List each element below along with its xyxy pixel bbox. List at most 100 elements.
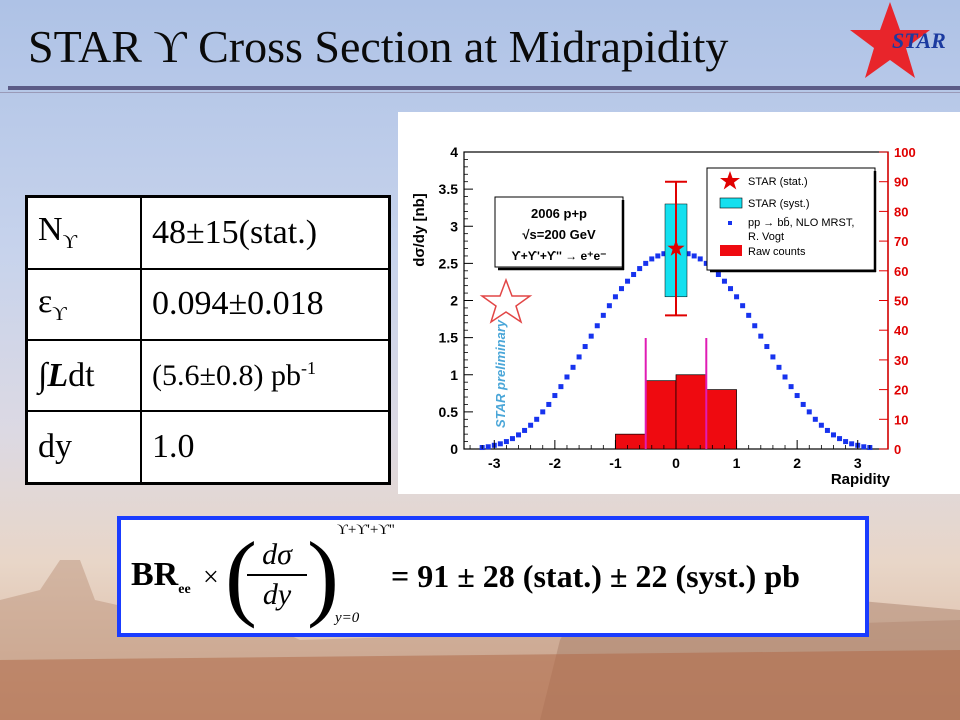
y2-tick-label: 40 <box>894 323 908 338</box>
y-axis-label: dσ/dy [nb] <box>411 193 428 267</box>
table-key-tail: dt <box>68 356 95 394</box>
legend-label: STAR (syst.) <box>748 198 810 210</box>
plot-panel: 0 10 20 30 40 50 60 70 80 90 100 0 0.5 1 1.5 2 2.5 3 3.5 4… <box>398 112 960 494</box>
x-tick-label: -2 <box>549 455 562 471</box>
x-tick-label: 2 <box>793 455 801 471</box>
formula-br: BRee <box>131 556 191 598</box>
data-point <box>528 422 534 428</box>
formula-br-sub: ee <box>178 581 191 597</box>
histogram-bar <box>615 433 647 450</box>
y2-tick-label: 60 <box>894 264 908 279</box>
data-point <box>770 354 776 360</box>
data-point <box>534 416 540 422</box>
efficiency-table: Nϒ 48±15(stat.) εϒ 0.094±0.018 ∫Ldt (5.6… <box>25 195 391 485</box>
y2-tick-label: 20 <box>894 383 908 398</box>
y2-tick-label: 10 <box>894 412 908 427</box>
table-key: ∫Ldt <box>25 338 142 413</box>
data-point <box>758 333 764 339</box>
y-tick-label: 1 <box>450 367 458 383</box>
title-rule-thin <box>0 92 960 93</box>
table-key-sub: ϒ <box>52 302 67 325</box>
formula-fraction: dσ dy <box>247 538 307 612</box>
data-point <box>800 401 806 407</box>
data-point <box>837 436 843 442</box>
data-point <box>764 344 770 350</box>
raw-counts-histogram <box>615 374 737 450</box>
formula-numerator: dσ <box>262 538 292 571</box>
table-key: Nϒ <box>25 195 142 270</box>
data-point <box>649 256 655 262</box>
data-point <box>728 286 734 292</box>
y2-tick-label: 90 <box>894 175 908 190</box>
data-point <box>691 253 697 259</box>
data-point <box>685 251 691 257</box>
y-tick-label: 2.5 <box>439 255 459 271</box>
data-point <box>588 333 594 339</box>
table-key-text: L <box>47 356 69 394</box>
data-point <box>697 256 703 262</box>
data-point <box>788 384 794 390</box>
y2-tick-label: 50 <box>894 294 908 309</box>
y-tick-label: 0.5 <box>439 404 459 420</box>
y2-tick-label: 100 <box>894 145 916 160</box>
formula-close-paren: ) <box>307 522 339 629</box>
info-box-line: 2006 p+p <box>531 206 587 221</box>
data-point <box>582 344 588 350</box>
data-point <box>721 278 727 284</box>
info-box-line: √s=200 GeV <box>522 227 596 242</box>
table-value-text: (5.6±0.8) pb <box>152 359 301 393</box>
x-tick-label: 1 <box>733 455 741 471</box>
data-point <box>655 253 661 259</box>
x-tick-label: -1 <box>609 455 622 471</box>
legend-curve-marker <box>728 221 732 225</box>
formula-subscript: y=0 <box>335 610 360 626</box>
table-row: ∫Ldt (5.6±0.8) pb-1 <box>25 338 391 413</box>
y2-tick-label: 0 <box>894 442 901 457</box>
histogram-bar <box>675 374 707 450</box>
data-point <box>546 401 552 407</box>
table-value: 1.0 <box>140 410 391 485</box>
data-point <box>830 432 836 438</box>
formula-box: BRee × ( dσ dy ) ϒ+ϒ'+ϒ'' y=0 = 91 ± 28 … <box>117 516 869 637</box>
data-point <box>600 312 606 318</box>
data-point <box>516 432 522 438</box>
star-logo: STAR <box>850 2 946 78</box>
table-value: 0.094±0.018 <box>140 267 391 341</box>
star-watermark-icon <box>479 277 533 324</box>
table-key: εϒ <box>25 267 142 341</box>
data-point <box>818 422 824 428</box>
legend-syst-swatch <box>719 197 743 209</box>
table-key-text: ε <box>38 282 53 320</box>
y-tick-label: 4 <box>450 144 458 160</box>
x-tick-label: -3 <box>488 455 501 471</box>
data-point <box>576 354 582 360</box>
data-point <box>497 441 503 447</box>
table-row: εϒ 0.094±0.018 <box>25 267 391 341</box>
y2-tick-label: 70 <box>894 234 908 249</box>
y-tick-label: 1.5 <box>439 330 459 346</box>
table-key-text: N <box>38 211 63 249</box>
formula-times: × <box>203 562 219 593</box>
legend-counts-swatch <box>720 245 742 256</box>
data-point <box>558 384 564 390</box>
data-point <box>625 278 631 284</box>
star-logo-text: STAR <box>892 28 946 53</box>
y-tick-label: 3.5 <box>439 181 459 197</box>
y-tick-label: 0 <box>450 441 458 457</box>
histogram-bar <box>705 389 737 450</box>
data-point <box>843 439 849 445</box>
watermark-text: STAR preliminary <box>493 319 508 428</box>
data-point <box>503 439 509 445</box>
integration-lines <box>644 338 708 449</box>
integral-sign: ∫ <box>38 356 48 394</box>
data-point <box>861 444 867 450</box>
data-point <box>594 323 600 329</box>
data-point <box>522 427 528 433</box>
formula-br-text: BR <box>131 556 179 593</box>
data-point <box>740 303 746 309</box>
data-point <box>540 409 546 415</box>
histogram-bar <box>645 380 677 450</box>
table-value-sup: -1 <box>300 358 316 379</box>
